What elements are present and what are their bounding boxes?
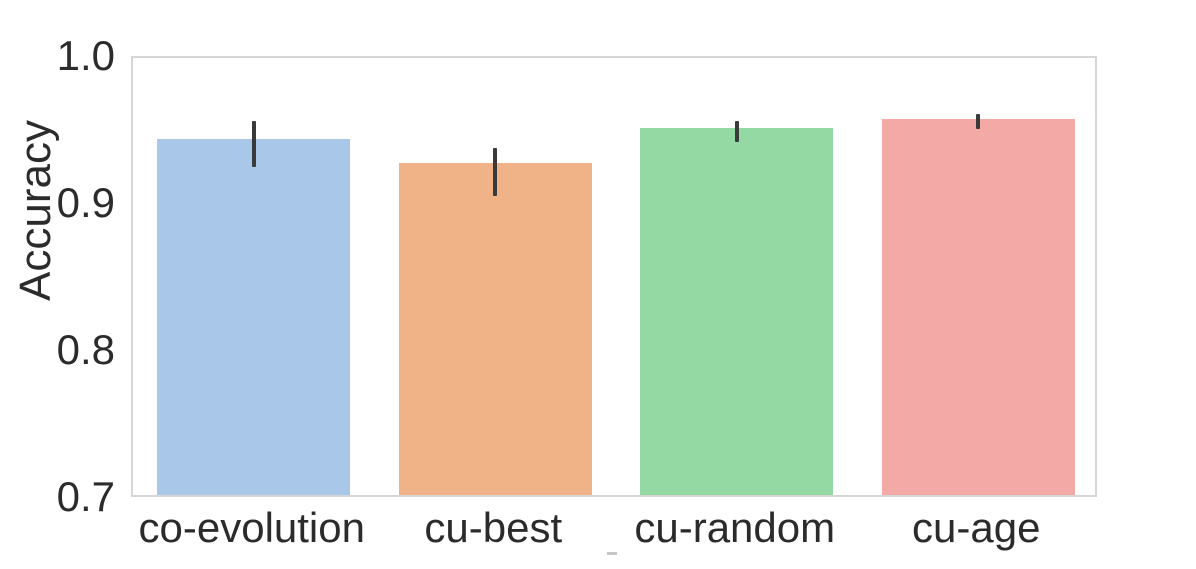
bar-cu-random	[640, 127, 834, 495]
x-tick-label-cu-random: cu-random	[634, 504, 836, 551]
plot-area	[131, 56, 1097, 497]
x-tick-label-cu-age: cu-age	[912, 504, 1041, 551]
error-bar-cu-age	[976, 113, 981, 129]
y-axis-label: Accuracy	[11, 120, 61, 301]
bar-cu-age	[881, 118, 1075, 495]
cropped-text-artifact	[607, 552, 617, 555]
y-tick-label-0.7: 0.7	[56, 473, 115, 520]
y-tick-label-0.9: 0.9	[56, 179, 115, 226]
y-axis-label-text: Accuracy	[11, 120, 60, 301]
bar-cu-best	[398, 162, 592, 495]
y-tick-label-0.8: 0.8	[56, 326, 115, 373]
x-tick-label-cu-best: cu-best	[424, 504, 563, 551]
bar-co-evolution	[157, 139, 351, 495]
error-bar-cu-best	[493, 147, 498, 197]
y-tick-label-1.0: 1.0	[56, 32, 115, 79]
x-tick-label-co-evolution: co-evolution	[138, 504, 365, 551]
error-bar-co-evolution	[251, 121, 256, 167]
error-bar-cu-random	[734, 121, 739, 142]
